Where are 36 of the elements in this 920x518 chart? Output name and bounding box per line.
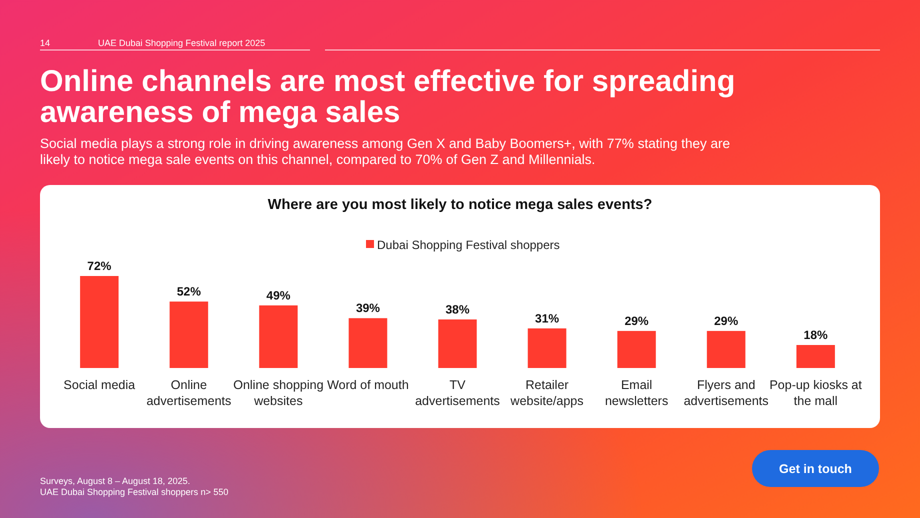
x-tick-label: Flyers and advertisements (684, 378, 769, 408)
bar (438, 319, 477, 368)
x-tick-label: Email newsletters (604, 378, 668, 408)
data-label: 72% (87, 259, 112, 273)
x-tick-label: TV advertisements (415, 378, 500, 408)
x-tick-label: Online advertisements (146, 378, 232, 408)
button: Get in touch (752, 450, 879, 487)
x-tick-label: Word of mouth (327, 378, 409, 392)
x-tick-label: Online shopping websites (233, 378, 324, 408)
legend-label: Dubai Shopping Festival shoppers (377, 238, 560, 252)
data-label: 39% (356, 301, 380, 316)
bar (796, 345, 835, 368)
text: UAE Dubai Shopping Festival report 2025 (98, 38, 266, 48)
data-label: 49% (266, 288, 291, 302)
chart-subtitle: Social media plays a strong role in driving awareness among Gen X and Baby Boomers+, with 77% stating they are likely to notice mega sale events on this channel, compared to 70% of Gen Z and Millennials. (40, 136, 730, 167)
bar (170, 302, 208, 368)
bar (259, 305, 298, 368)
bar (617, 330, 656, 368)
bar (348, 318, 388, 368)
text: UAE Dubai Shopping Festival shoppers n> 550 (40, 487, 228, 497)
data-label: 29% (624, 314, 649, 328)
text: 14 (40, 38, 50, 48)
data-label: 29% (714, 314, 738, 328)
data-label: 18% (804, 328, 828, 342)
text: Surveys, August 8 – August 18, 2025. (40, 476, 190, 486)
text: Where are you most likely to notice mega sales events? (268, 197, 652, 213)
x-tick-label: Pop-up kiosks at the mall (769, 378, 862, 408)
chart-title: Online channels are most effective for spreading awareness of mega sales (40, 65, 736, 129)
x-tick-label: Retailer website/apps (510, 378, 584, 408)
data-label: 31% (535, 311, 560, 326)
bar (528, 328, 566, 368)
x-tick-label: Social media (64, 378, 136, 392)
bar (706, 330, 746, 368)
data-label: 38% (445, 302, 470, 316)
data-label: 52% (176, 284, 202, 299)
bar (80, 276, 119, 368)
